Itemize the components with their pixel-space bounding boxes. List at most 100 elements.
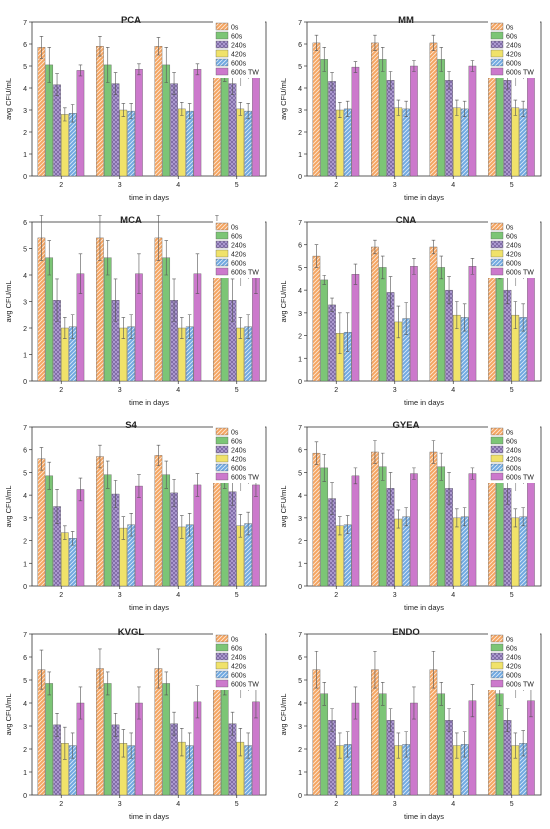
legend-swatch xyxy=(215,679,229,688)
legend-swatch xyxy=(215,231,229,240)
bar-600s-day-3 xyxy=(402,108,410,177)
error-bar xyxy=(105,47,110,83)
legend-label: 0s xyxy=(506,637,514,644)
y-tick-label: 6 xyxy=(298,448,302,455)
y-tick-label: 3 xyxy=(298,516,302,523)
error-bar xyxy=(121,103,126,117)
error-bar xyxy=(98,444,102,469)
legend-swatch xyxy=(490,231,504,240)
error-bar xyxy=(447,276,451,305)
legend-swatch xyxy=(215,463,229,472)
bar-0s-day-2 xyxy=(37,458,46,587)
y-tick-label: 6 xyxy=(23,42,27,49)
y-tick-label: 3 xyxy=(23,516,27,523)
y-tick-label: 0 xyxy=(23,584,27,591)
chart-title: CNA xyxy=(396,215,417,226)
bar-600s-tw-day-2 xyxy=(351,475,360,587)
error-bar xyxy=(330,72,334,91)
bar-240s-day-5 xyxy=(228,83,237,177)
error-bar xyxy=(238,728,243,757)
bar-60s-day-4 xyxy=(162,683,171,796)
x-tick-label: 2 xyxy=(334,801,338,808)
legend-label: 60s xyxy=(506,646,518,653)
error-bar xyxy=(353,61,358,73)
error-bar xyxy=(462,731,467,758)
legend-label: 420s xyxy=(506,664,522,671)
legend-label: 600s TW xyxy=(506,682,534,689)
bar-600s-tw-day-3 xyxy=(410,65,418,177)
y-tick-label: 6 xyxy=(298,655,302,662)
y-tick-label: 5 xyxy=(23,678,27,685)
error-bar xyxy=(373,239,377,255)
legend-swatch xyxy=(215,652,229,661)
bar-60s-day-2 xyxy=(320,467,329,587)
x-tick-label: 3 xyxy=(393,182,397,189)
plot-frame xyxy=(306,426,542,587)
legend-swatch xyxy=(215,258,229,267)
x-tick-label: 2 xyxy=(334,592,338,599)
legend-swatch xyxy=(215,240,229,249)
error-bar xyxy=(396,732,401,759)
bar-600s-tw-day-4 xyxy=(468,473,477,587)
legend-swatch xyxy=(490,240,504,249)
bar-240s-day-5 xyxy=(503,80,512,177)
bar-0s-day-3 xyxy=(371,246,379,382)
error-bar xyxy=(129,314,133,339)
legend-label: 420s xyxy=(231,457,247,464)
legend-swatch xyxy=(490,436,504,445)
error-bar xyxy=(156,648,161,689)
error-bar xyxy=(187,732,192,759)
x-tick-label: 4 xyxy=(176,592,180,599)
error-bar xyxy=(47,47,52,83)
y-tick-label: 4 xyxy=(23,701,27,708)
y-tick-label: 6 xyxy=(298,243,302,250)
legend-swatch xyxy=(215,58,229,67)
legend-label: 600s xyxy=(506,673,522,680)
error-bar xyxy=(396,305,401,339)
y-tick-label: 0 xyxy=(298,174,302,181)
legend-swatch xyxy=(490,49,504,58)
error-bar xyxy=(187,314,192,339)
bar-600s-tw-day-5 xyxy=(252,69,260,177)
error-bar xyxy=(431,34,436,51)
bar-600s-tw-day-2 xyxy=(351,66,360,177)
legend-label: 600s TW xyxy=(506,270,534,277)
x-tick-label: 5 xyxy=(235,592,239,599)
bar-420s-day-2 xyxy=(61,114,69,177)
legend-label: 420s xyxy=(231,252,247,259)
error-bar xyxy=(380,452,385,481)
error-bar xyxy=(345,312,350,352)
legend-label: 60s xyxy=(506,234,518,241)
error-bar xyxy=(521,730,525,757)
bar-600s-day-3 xyxy=(127,110,135,177)
error-bar xyxy=(70,531,75,546)
plot-frame xyxy=(31,426,267,587)
x-tick-label: 5 xyxy=(510,182,514,189)
bar-0s-day-2 xyxy=(312,255,321,382)
x-tick-label: 4 xyxy=(176,801,180,808)
bar-420s-day-4 xyxy=(178,108,186,177)
x-tick-label: 4 xyxy=(451,801,455,808)
bar-60s-day-5 xyxy=(220,474,229,587)
bar-600s-tw-day-2 xyxy=(76,70,85,177)
error-bar xyxy=(180,728,184,757)
bar-0s-day-4 xyxy=(154,455,163,587)
error-bar xyxy=(373,440,377,464)
legend-label: 240s xyxy=(506,448,522,455)
bar-60s-day-5 xyxy=(495,466,504,587)
y-tick-label: 2 xyxy=(298,539,302,546)
error-bar xyxy=(388,276,393,309)
chart-title: S4 xyxy=(125,420,137,431)
y-tick-label: 4 xyxy=(23,493,27,500)
legend-swatch xyxy=(215,222,229,231)
bar-600s-day-3 xyxy=(402,516,410,587)
legend-swatch xyxy=(215,427,229,436)
y-tick-label: 2 xyxy=(298,130,302,137)
error-bar xyxy=(513,301,518,330)
error-bar xyxy=(380,47,385,72)
y-tick-label: 1 xyxy=(23,770,27,777)
legend-swatch xyxy=(215,454,229,463)
legend-swatch xyxy=(490,472,504,481)
